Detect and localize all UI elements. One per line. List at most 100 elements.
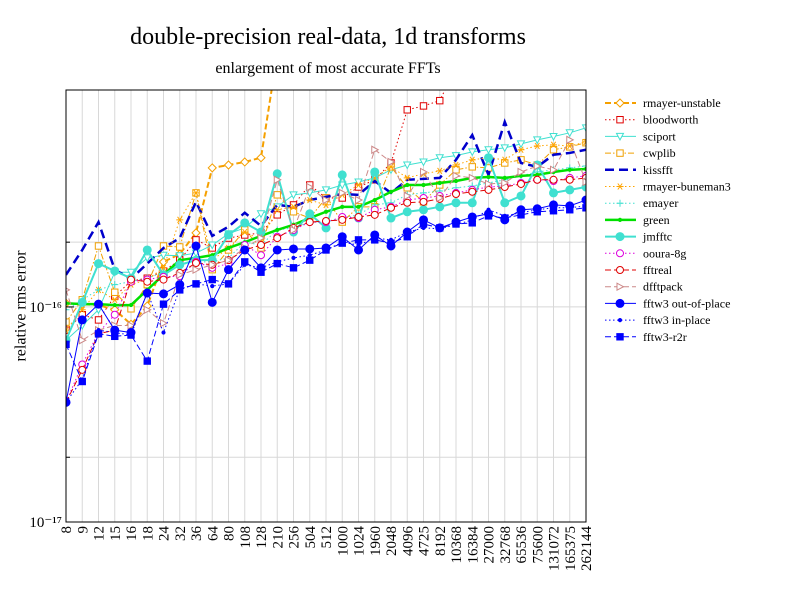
marker [468,163,476,171]
marker [565,129,575,138]
y-axis-label: relative rms error [13,250,30,362]
marker [354,245,363,255]
marker [615,132,625,141]
x-tick-label: 262144 [579,526,595,572]
legend-label: fftw3 in-place [643,313,710,327]
marker [436,167,444,175]
marker [500,144,510,153]
marker [355,195,364,205]
marker [158,257,169,267]
marker [567,167,572,172]
marker [176,216,184,224]
marker [224,280,233,288]
marker [161,330,166,335]
marker [468,156,476,164]
marker [192,265,201,275]
marker [176,243,184,251]
marker [78,377,86,386]
x-tick-label: 12 [92,526,108,541]
marker [435,154,445,163]
marker [307,253,312,258]
x-tick-label: 131072 [547,526,563,571]
x-tick-label: 10368 [449,526,465,564]
marker [467,148,477,157]
marker [159,300,168,308]
marker [272,245,282,255]
marker [403,191,412,201]
marker [110,310,119,319]
x-tick-label: 80 [222,526,238,541]
marker [550,165,559,175]
x-tick-label: 4096 [400,526,416,557]
marker [387,239,395,247]
marker [435,202,445,212]
marker [322,216,330,225]
marker [420,167,429,177]
marker [306,182,315,192]
legend-label: rmayer-buneman3 [643,180,731,194]
marker [354,236,363,244]
marker [436,224,444,232]
marker [419,158,428,167]
marker [143,277,152,286]
marker [550,141,557,149]
x-tick-label: 16384 [465,526,481,564]
x-tick-label: 27000 [482,526,498,564]
x-tick-label: 64 [205,526,221,542]
chart-title: double-precision real-data, 1d transform… [130,24,526,50]
marker [223,160,234,170]
legend-label: sciport [643,129,676,143]
marker [207,297,217,307]
marker [273,234,282,243]
marker [127,331,135,339]
marker [436,96,444,105]
marker [176,286,184,294]
x-tick-label: 210 [270,526,286,549]
marker [371,236,379,244]
marker [176,270,185,280]
x-tick-label: 1960 [368,526,384,556]
marker [160,264,167,272]
marker [338,239,346,247]
legend-label: fftreal [643,263,673,277]
marker [616,333,624,341]
marker [468,187,477,196]
marker [484,212,493,220]
series-line [66,205,586,403]
marker [289,208,298,216]
marker [371,145,380,155]
marker [387,203,395,212]
x-tick-label: 9 [75,526,91,534]
marker [533,175,542,184]
marker [241,258,249,266]
marker [256,153,266,163]
marker [291,255,296,261]
marker [94,316,103,324]
marker [581,124,586,133]
legend-label: rmayer-unstable [643,96,721,110]
marker [549,175,558,184]
marker [437,180,442,186]
marker [240,157,250,167]
marker [207,163,217,173]
marker [419,102,428,110]
marker [533,142,541,150]
marker [566,135,575,145]
marker [110,266,120,276]
marker [66,326,70,334]
marker [111,332,119,341]
marker [126,268,136,277]
legend-label: ooura-8g [643,246,686,260]
marker [338,215,347,224]
marker [402,207,412,217]
marker [517,179,525,188]
marker [142,254,152,263]
marker [356,242,361,248]
marker [159,275,168,284]
marker [275,227,280,233]
x-tick-label: 512 [319,526,335,549]
marker [191,241,201,251]
legend-label: dfftpack [643,280,683,294]
marker [273,206,281,214]
marker [452,171,461,181]
